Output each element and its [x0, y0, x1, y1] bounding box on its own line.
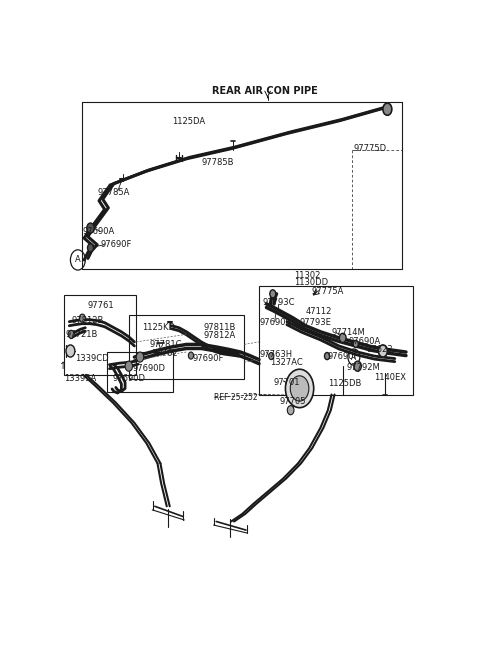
- Text: A: A: [75, 256, 81, 265]
- Text: 1125DA: 1125DA: [172, 118, 205, 126]
- Circle shape: [354, 361, 361, 371]
- Text: 97811B: 97811B: [203, 323, 236, 332]
- Text: 1339CD: 1339CD: [75, 353, 108, 363]
- Text: 97714M: 97714M: [332, 328, 365, 337]
- Circle shape: [290, 376, 309, 401]
- Text: 97721B: 97721B: [66, 330, 98, 339]
- Circle shape: [353, 340, 359, 348]
- Circle shape: [79, 314, 85, 322]
- Text: 97690F: 97690F: [192, 353, 223, 363]
- Text: 97775D: 97775D: [354, 144, 387, 153]
- Text: 13395A: 13395A: [64, 374, 96, 383]
- Circle shape: [125, 361, 132, 371]
- Text: 97792M: 97792M: [347, 363, 380, 372]
- Text: 97690A: 97690A: [348, 338, 381, 346]
- Text: 47112: 47112: [305, 307, 332, 316]
- Text: 1140EX: 1140EX: [374, 373, 407, 382]
- Text: 97812A: 97812A: [203, 331, 236, 340]
- Circle shape: [324, 353, 330, 359]
- Circle shape: [66, 345, 75, 357]
- Text: REF 25-252: REF 25-252: [215, 393, 258, 402]
- Text: ↑: ↑: [59, 361, 67, 371]
- Text: 11302: 11302: [294, 271, 321, 280]
- Bar: [259, 286, 413, 394]
- Text: 97763H: 97763H: [259, 350, 292, 359]
- Text: REAR AIR CON PIPE: REAR AIR CON PIPE: [212, 87, 317, 97]
- Text: 1125DB: 1125DB: [328, 379, 361, 388]
- Text: 1130DD: 1130DD: [294, 278, 328, 286]
- Text: 97762: 97762: [151, 348, 178, 357]
- Circle shape: [378, 345, 387, 357]
- Circle shape: [339, 333, 346, 342]
- Circle shape: [188, 352, 193, 359]
- Text: 97690D: 97690D: [132, 364, 166, 373]
- Text: 97690E: 97690E: [259, 318, 291, 327]
- Text: 1327AC: 1327AC: [270, 357, 303, 367]
- Text: 97775A: 97775A: [311, 287, 344, 296]
- Text: 97812B: 97812B: [71, 315, 104, 325]
- Text: 97793E: 97793E: [300, 318, 332, 327]
- Text: 97690A: 97690A: [83, 227, 115, 236]
- Text: 1125KD: 1125KD: [142, 323, 175, 332]
- Text: A: A: [351, 353, 357, 361]
- Bar: [129, 315, 244, 379]
- Circle shape: [87, 244, 94, 252]
- Circle shape: [136, 352, 144, 362]
- Text: 97705: 97705: [279, 397, 306, 406]
- Bar: [107, 352, 173, 392]
- Text: 97701: 97701: [274, 378, 300, 387]
- Circle shape: [383, 103, 392, 115]
- Text: 97793C: 97793C: [263, 298, 295, 307]
- Circle shape: [269, 353, 274, 359]
- Bar: [64, 295, 136, 374]
- Text: 97785A: 97785A: [97, 188, 130, 197]
- Circle shape: [270, 290, 276, 298]
- Circle shape: [68, 330, 74, 338]
- Text: 97690F: 97690F: [328, 351, 359, 361]
- Text: 97781C: 97781C: [149, 340, 182, 349]
- Circle shape: [286, 369, 314, 407]
- Circle shape: [288, 405, 294, 415]
- Text: 97785B: 97785B: [202, 158, 234, 167]
- Text: 97623: 97623: [367, 345, 394, 354]
- Text: 97690F: 97690F: [101, 240, 132, 249]
- Text: 97761: 97761: [88, 301, 115, 310]
- Circle shape: [87, 223, 94, 233]
- Text: 97690D: 97690D: [112, 374, 145, 383]
